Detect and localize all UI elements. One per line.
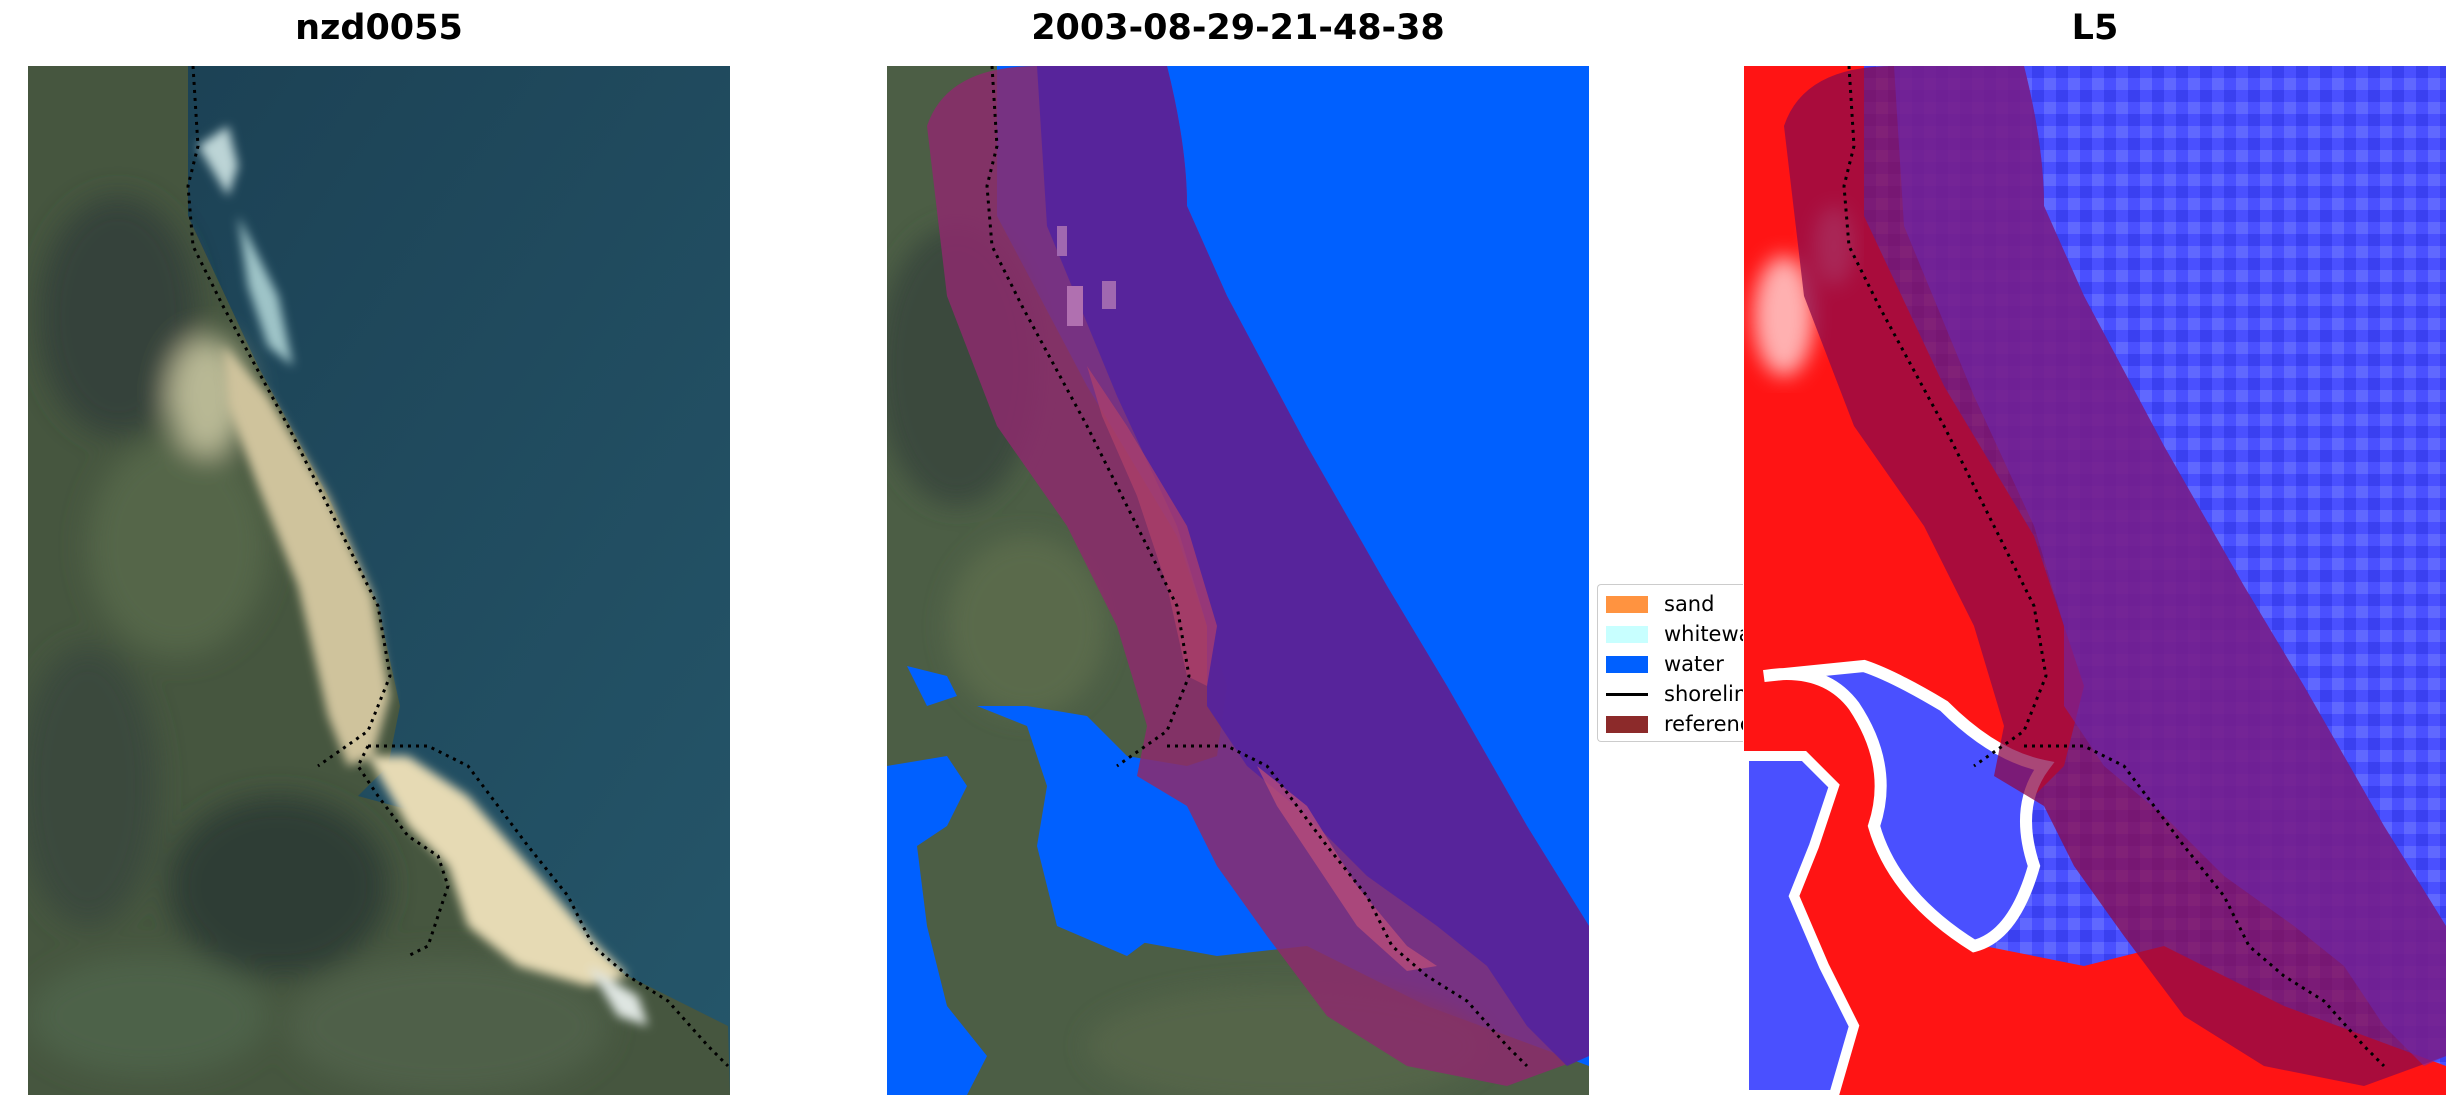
panel-title-index: L5 — [2071, 8, 2119, 48]
shoreline-swatch — [1606, 692, 1648, 696]
legend-label-water: water — [1664, 652, 1724, 676]
index-image — [1744, 66, 2446, 1095]
legend-item-shoreline: shoreline — [1606, 679, 1743, 709]
legend-label-sand: sand — [1664, 592, 1715, 616]
sand-swatch — [1606, 595, 1648, 613]
panel-title-classification: 2003-08-29-21-48-38 — [1031, 8, 1445, 48]
legend-item-sand: sand — [1606, 589, 1743, 619]
rgb-satellite-image — [28, 66, 730, 1095]
whitewater-swatch — [1606, 625, 1648, 643]
panel-title-rgb: nzd0055 — [295, 8, 463, 48]
legend-label-reference: reference — [1664, 712, 1743, 736]
water-swatch — [1606, 655, 1648, 673]
legend-item-whitewater: whitewater — [1606, 619, 1743, 649]
reference-swatch — [1606, 715, 1648, 733]
legend-item-water: water — [1606, 649, 1743, 679]
legend-item-reference: reference — [1606, 709, 1743, 739]
legend: sand whitewater water shoreline referenc… — [1597, 584, 1743, 742]
classification-image — [887, 66, 1589, 1095]
legend-label-whitewater: whitewater — [1664, 622, 1743, 646]
legend-label-shoreline: shoreline — [1664, 682, 1743, 706]
